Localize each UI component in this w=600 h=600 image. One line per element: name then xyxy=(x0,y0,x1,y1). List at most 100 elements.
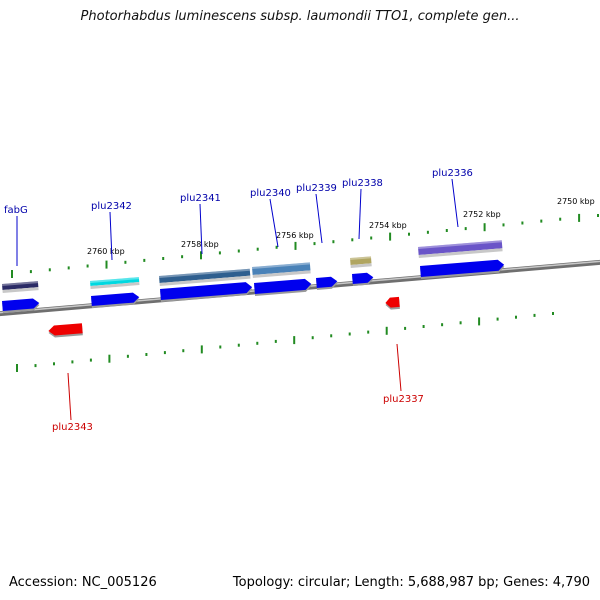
minor-tick xyxy=(86,264,89,268)
cog-bar-fabg-gloss xyxy=(2,281,39,286)
major-tick xyxy=(293,336,296,345)
minor-tick xyxy=(256,341,259,345)
gene-label-plu2341[interactable]: plu2341 xyxy=(180,193,221,204)
major-tick xyxy=(16,364,18,372)
gene-arrow-fabg[interactable] xyxy=(2,298,40,313)
major-tick xyxy=(105,260,108,269)
minor-tick xyxy=(48,268,51,272)
minor-tick xyxy=(351,238,354,242)
gene-arrow-plu2338-body xyxy=(352,272,374,284)
minor-tick xyxy=(441,323,444,327)
minor-tick xyxy=(521,221,524,225)
gene-label-plu2339[interactable]: plu2339 xyxy=(296,183,337,194)
label-leader xyxy=(109,211,113,261)
minor-tick xyxy=(143,258,146,262)
minor-tick xyxy=(445,229,448,232)
major-tick xyxy=(200,251,202,260)
minor-tick xyxy=(274,339,277,343)
minor-tick xyxy=(540,219,543,223)
label-leader xyxy=(67,372,72,421)
minor-tick xyxy=(275,245,278,249)
cog-bar-plu2342-shadow xyxy=(90,282,140,289)
gene-label-plu2337[interactable]: plu2337 xyxy=(383,394,424,405)
minor-tick xyxy=(552,312,554,315)
label-leader xyxy=(269,198,279,248)
minor-tick xyxy=(533,313,536,317)
cog-bar-plu2338-fill xyxy=(350,256,372,265)
minor-tick xyxy=(34,364,37,368)
minor-tick xyxy=(496,317,499,321)
gene-arrow-plu2342-body xyxy=(91,292,140,306)
gene-arrow-plu2341-body xyxy=(160,282,253,300)
minor-tick xyxy=(162,257,165,260)
cog-bar-plu2338[interactable] xyxy=(350,256,372,268)
label-leader xyxy=(199,203,203,255)
cog-bar-plu2336[interactable] xyxy=(418,240,503,258)
cog-bar-plu2340[interactable] xyxy=(251,262,311,278)
label-leader xyxy=(396,343,402,392)
cog-bar-fabg-fill xyxy=(2,281,39,290)
cog-bar-plu2340-fill xyxy=(252,262,311,275)
gene-label-plu2336[interactable]: plu2336 xyxy=(432,168,473,179)
minor-tick xyxy=(71,360,74,364)
minor-tick xyxy=(597,214,599,217)
cog-bar-plu2340-shadow xyxy=(252,270,311,278)
gene-label-plu2342[interactable]: plu2342 xyxy=(91,201,132,212)
accession-text: Accession: NC_005126 xyxy=(9,575,157,590)
gene-arrow-plu2337[interactable] xyxy=(385,296,400,310)
major-tick xyxy=(11,270,13,278)
minor-tick xyxy=(67,266,70,270)
minor-tick xyxy=(559,217,562,221)
minor-tick xyxy=(330,334,333,338)
cog-bar-plu2342-gloss xyxy=(90,277,140,283)
minor-tick xyxy=(502,223,505,227)
gene-label-plu2343[interactable]: plu2343 xyxy=(52,422,93,433)
minor-tick xyxy=(89,358,92,362)
gene-label-plu2340[interactable]: plu2340 xyxy=(250,188,291,199)
major-tick xyxy=(385,326,388,335)
minor-tick xyxy=(53,362,55,366)
tick-label: 2752 kbp xyxy=(463,210,501,219)
cog-bars xyxy=(2,240,503,293)
cog-bar-plu2342[interactable] xyxy=(90,277,140,289)
gene-arrow-plu2338[interactable] xyxy=(352,272,374,286)
cog-bar-fabg-shadow xyxy=(2,287,39,293)
tick-rows xyxy=(11,213,599,372)
minor-tick xyxy=(426,230,429,234)
gene-arrow-plu2341[interactable] xyxy=(160,282,253,302)
cog-bar-plu2338-gloss xyxy=(350,256,372,260)
tick-label: 2754 kbp xyxy=(369,221,407,230)
cog-bar-plu2338-shadow xyxy=(350,263,372,268)
minor-tick xyxy=(126,354,129,358)
gene-arrow-plu2339[interactable] xyxy=(316,276,338,290)
gene-arrow-plu2340[interactable] xyxy=(254,278,312,296)
gene-arrow-fabg-body xyxy=(2,298,40,311)
cog-bar-plu2341-shadow xyxy=(159,275,251,286)
gene-labels: fabG plu2342 plu2341 plu2340 plu2339 plu… xyxy=(4,168,473,433)
major-tick xyxy=(108,354,111,363)
gene-arrow-plu2336[interactable] xyxy=(420,259,505,279)
gene-arrow-plu2343[interactable] xyxy=(48,323,83,338)
cog-bar-plu2342-fill xyxy=(90,277,140,286)
major-tick xyxy=(483,223,486,232)
gene-arrow-plu2340-body xyxy=(254,278,312,294)
cog-bar-fabg[interactable] xyxy=(2,281,39,293)
minor-tick xyxy=(348,332,351,336)
gene-arrow-plu2342[interactable] xyxy=(91,292,140,308)
map-title: Photorhabdus luminescens subsp. laumondi… xyxy=(80,9,520,24)
gene-label-plu2338[interactable]: plu2338 xyxy=(342,178,383,189)
cog-bar-plu2341-fill xyxy=(159,268,251,283)
cog-bar-plu2336-fill xyxy=(418,240,503,255)
minor-tick xyxy=(237,249,240,253)
tick-label: 2756 kbp xyxy=(276,231,314,240)
minor-tick xyxy=(370,236,373,240)
cog-bar-plu2341[interactable] xyxy=(159,268,251,286)
gene-label-fabg[interactable]: fabG xyxy=(4,205,28,216)
major-tick xyxy=(389,232,392,241)
minor-tick xyxy=(422,325,425,328)
minor-tick xyxy=(464,227,467,231)
minor-tick xyxy=(219,345,222,349)
minor-tick xyxy=(182,349,185,353)
minor-tick xyxy=(124,260,127,264)
